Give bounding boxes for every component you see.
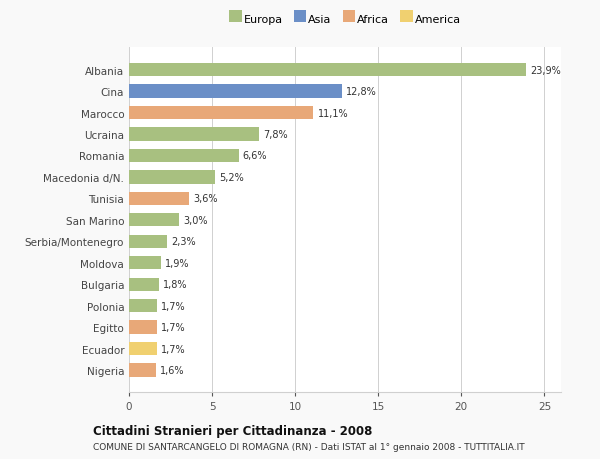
Text: 1,9%: 1,9% (165, 258, 189, 268)
Text: 23,9%: 23,9% (530, 66, 561, 75)
Bar (129, 171, 215, 184)
Bar (129, 85, 341, 99)
Bar (129, 364, 155, 377)
Bar (129, 106, 313, 120)
Text: COMUNE DI SANTARCANGELO DI ROMAGNA (RN) - Dati ISTAT al 1° gennaio 2008 - TUTTIT: COMUNE DI SANTARCANGELO DI ROMAGNA (RN) … (93, 442, 524, 451)
Text: Cittadini Stranieri per Cittadinanza - 2008: Cittadini Stranieri per Cittadinanza - 2… (93, 425, 373, 437)
Text: 3,0%: 3,0% (183, 215, 208, 225)
Text: 2,3%: 2,3% (172, 237, 196, 247)
Text: 12,8%: 12,8% (346, 87, 377, 97)
Bar (129, 299, 157, 313)
Bar (129, 257, 161, 270)
Text: 7,8%: 7,8% (263, 130, 287, 140)
Text: 5,2%: 5,2% (220, 173, 244, 183)
Text: 1,7%: 1,7% (161, 344, 186, 354)
Text: 6,6%: 6,6% (243, 151, 268, 161)
Bar (129, 192, 189, 206)
Legend: Europa, Asia, Africa, America: Europa, Asia, Africa, America (229, 14, 461, 25)
Bar (129, 128, 259, 141)
Text: 11,1%: 11,1% (317, 108, 348, 118)
Bar (129, 64, 526, 77)
Text: 1,7%: 1,7% (161, 301, 186, 311)
Text: 1,6%: 1,6% (160, 365, 184, 375)
Bar (129, 150, 239, 163)
Bar (129, 278, 159, 291)
Bar (129, 214, 179, 227)
Bar (129, 235, 167, 248)
Text: 3,6%: 3,6% (193, 194, 217, 204)
Text: 1,7%: 1,7% (161, 322, 186, 332)
Bar (129, 321, 157, 334)
Bar (129, 342, 157, 355)
Text: 1,8%: 1,8% (163, 280, 188, 290)
